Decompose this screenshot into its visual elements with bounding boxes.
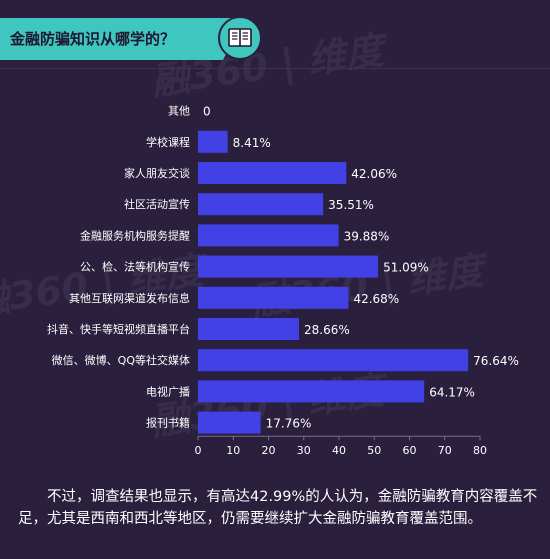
x-tick-label: 70 (438, 444, 452, 457)
bar (198, 193, 324, 216)
data-label: 42.68% (353, 292, 399, 306)
category-label: 金融服务机构服务提醒 (80, 228, 190, 242)
x-tick-label: 60 (403, 444, 417, 457)
title-banner: 金融防骗知识从哪学的？ (0, 18, 245, 60)
bar (198, 255, 379, 278)
header-divider (0, 68, 550, 69)
data-label: 0 (203, 105, 211, 119)
x-tick-label: 20 (262, 444, 276, 457)
category-label: 公、检、法等机构宣传 (80, 260, 190, 274)
data-label: 39.88% (344, 229, 390, 243)
data-label: 35.51% (328, 198, 374, 212)
bar (198, 286, 349, 309)
bar (198, 130, 228, 153)
bar (198, 318, 300, 340)
chart-title: 金融防骗知识从哪学的？ (10, 30, 176, 48)
data-label: 8.41% (233, 136, 271, 150)
category-label: 学校课程 (146, 135, 190, 149)
bar (198, 162, 347, 184)
bar-chart: 其他 0 学校课程 8.41% 家人朋友交谈 42.06% 社区活动宣传 35.51% 金融服务… (47, 105, 519, 458)
category-label: 抖音、快手等短视频直播平台 (47, 322, 190, 336)
data-label: 28.66% (304, 323, 350, 337)
data-label: 17.76% (266, 417, 312, 431)
category-label: 其他 (168, 105, 190, 118)
bar (198, 349, 469, 372)
bar (198, 380, 425, 403)
category-label: 社区活动宣传 (124, 197, 190, 211)
category-label: 微信、微博、QQ等社交媒体 (52, 353, 190, 367)
summary-note: 不过，调查结果也显示，有高达42.99%的人认为，金融防骗教育内容覆盖不足，尤其… (18, 489, 538, 527)
bar (198, 411, 261, 434)
x-tick-label: 10 (226, 444, 240, 457)
category-label: 电视广播 (146, 384, 190, 398)
x-tick-label: 30 (297, 444, 311, 457)
category-label: 其他互联网渠道发布信息 (69, 291, 190, 305)
x-tick-label: 80 (473, 444, 487, 457)
bar (198, 224, 339, 247)
data-label: 76.64% (473, 354, 519, 368)
category-label: 家人朋友交谈 (124, 166, 190, 180)
data-label: 64.17% (429, 385, 475, 399)
book-icon (218, 16, 262, 60)
data-label: 51.09% (383, 261, 429, 275)
x-tick-label: 50 (367, 444, 381, 457)
category-label: 报刊书籍 (146, 416, 190, 430)
data-label: 42.06% (351, 167, 397, 181)
x-tick-label: 0 (195, 444, 202, 457)
x-tick-label: 40 (332, 444, 346, 457)
